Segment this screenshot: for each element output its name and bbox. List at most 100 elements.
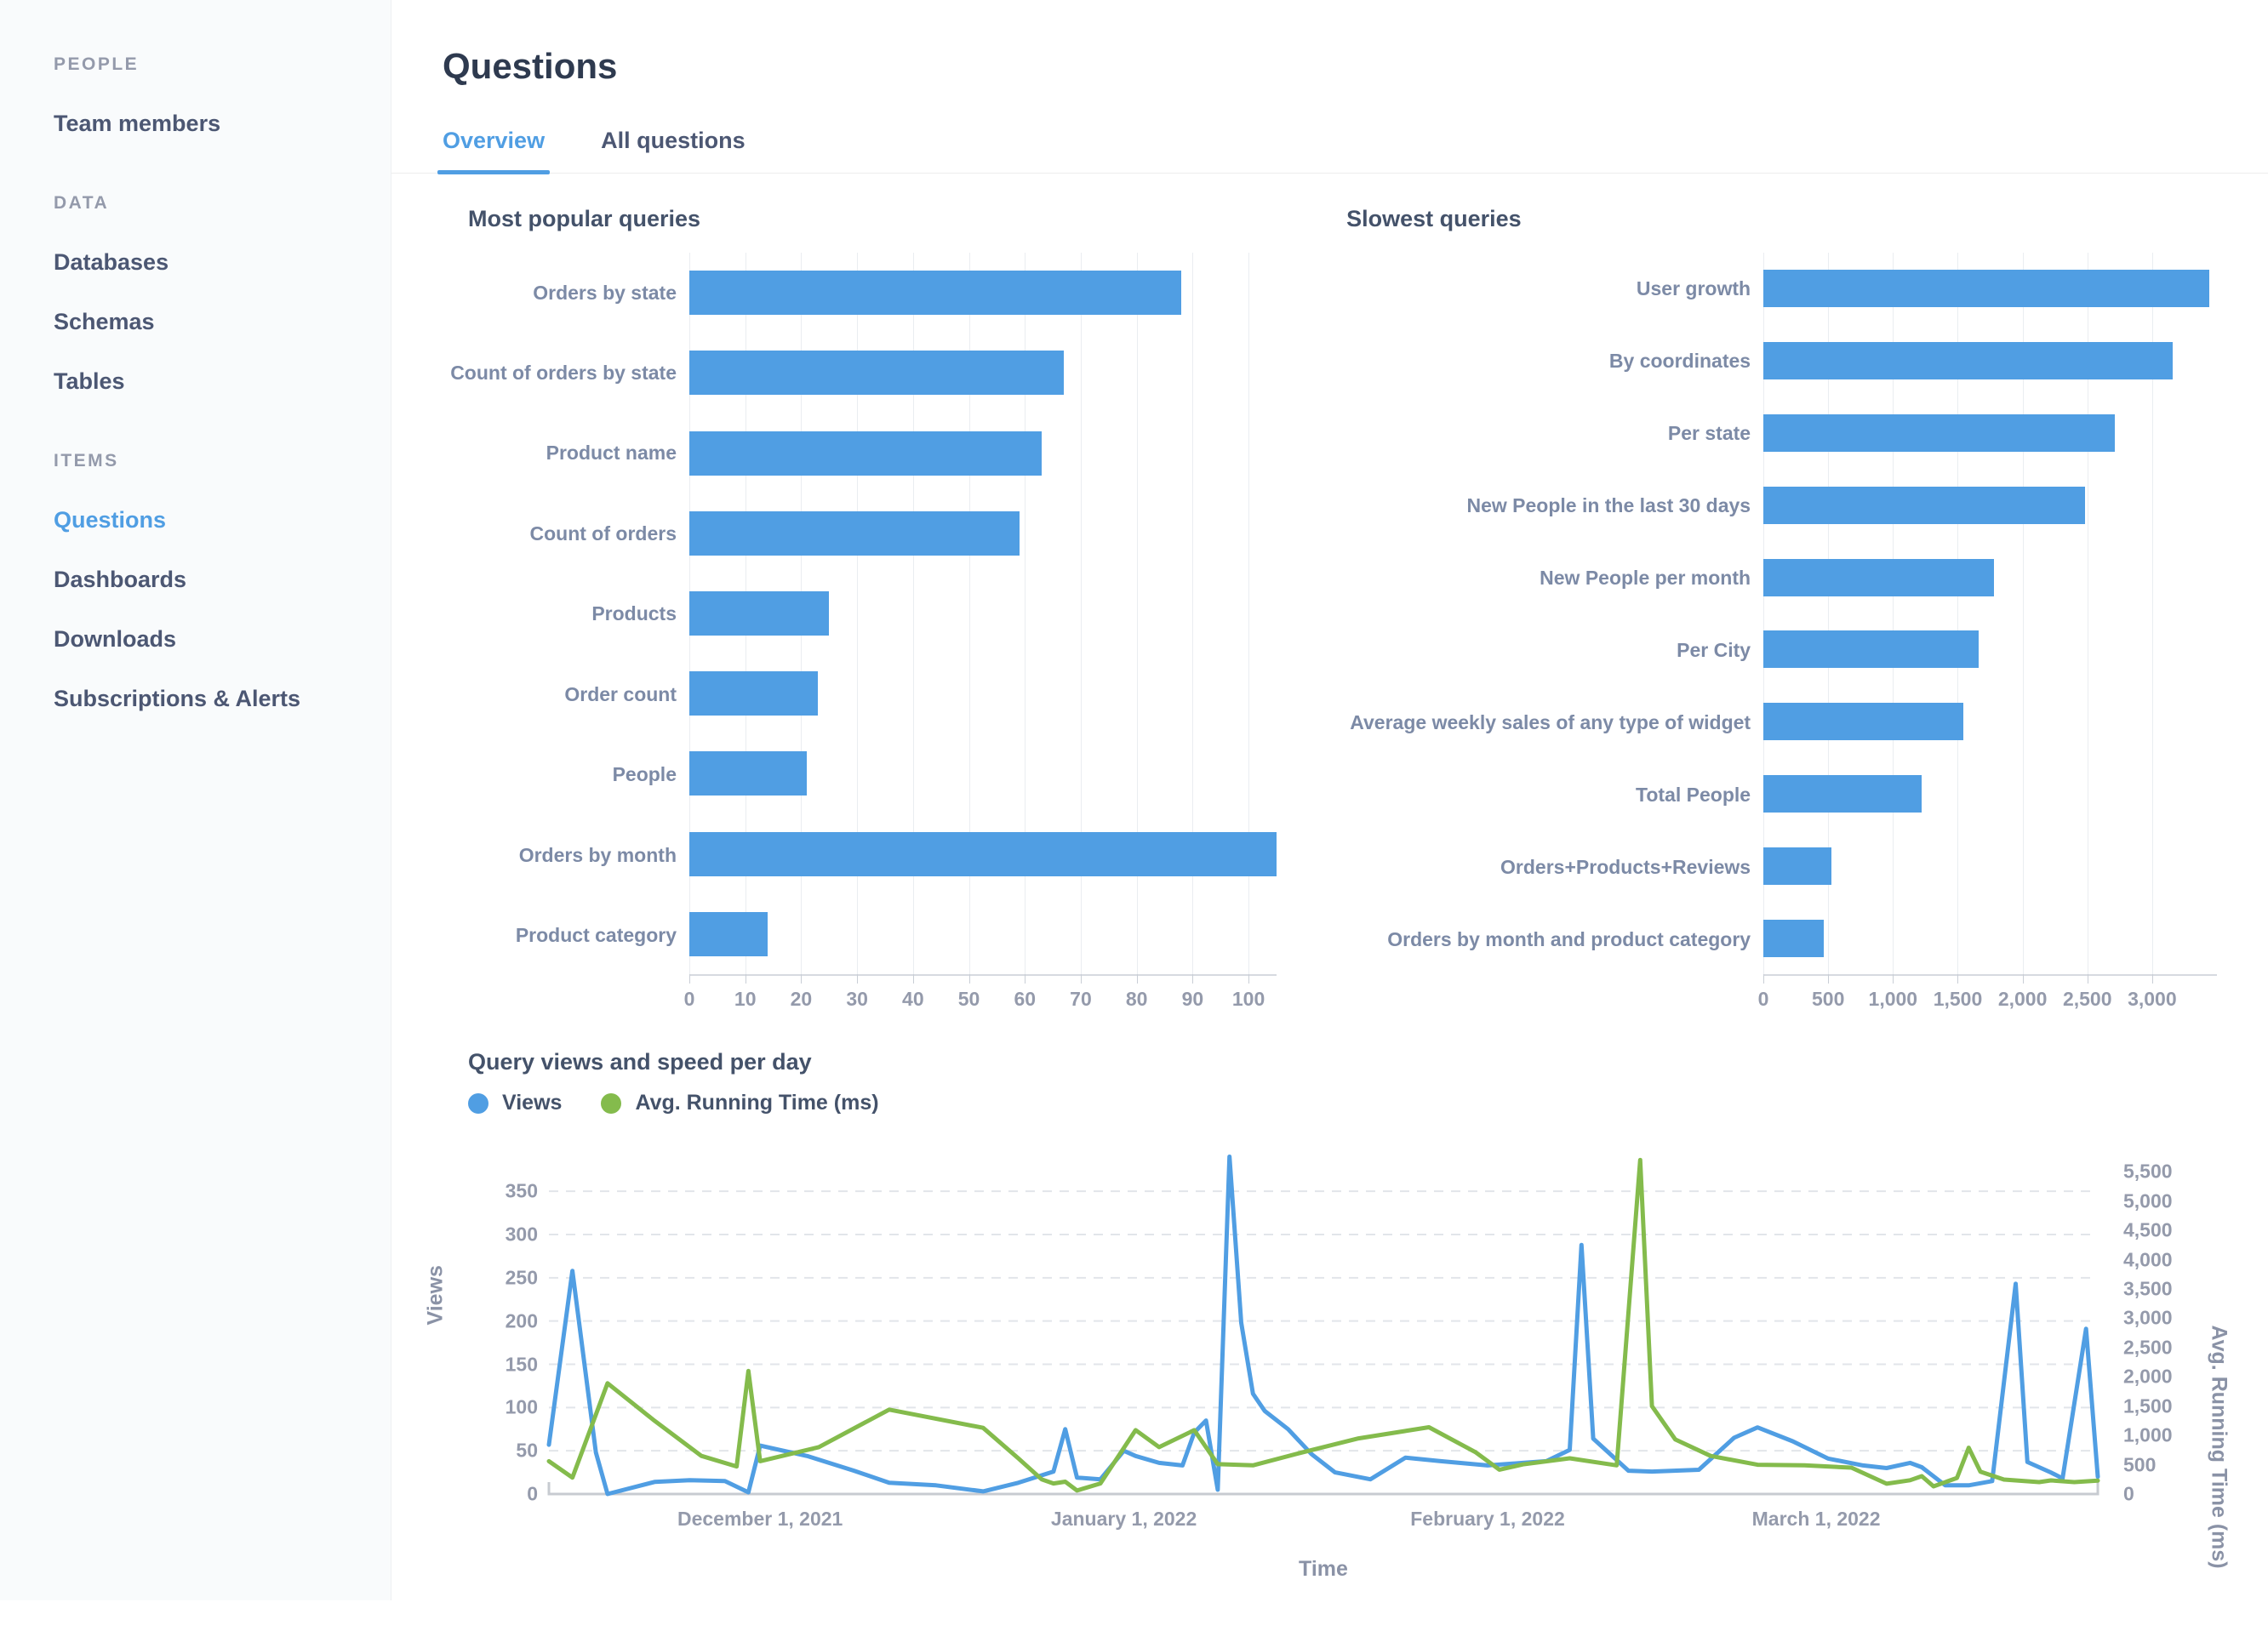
chart-title: Most popular queries xyxy=(468,206,701,231)
x-tick-label: December 1, 2021 xyxy=(677,1508,843,1530)
bar[interactable] xyxy=(689,510,1020,556)
chart-title: Slowest queries xyxy=(1346,206,1522,231)
gridline xyxy=(1763,253,1765,974)
most-popular-queries-chart: Most popular queries Orders by state Count… xyxy=(443,206,1277,1027)
bar-row xyxy=(1763,613,2217,686)
axis-tick xyxy=(968,974,970,984)
gridline xyxy=(2151,253,2153,974)
x-tick-label: 40 xyxy=(902,988,924,1010)
bar[interactable] xyxy=(1763,919,1824,957)
bar-category-label: Orders by month xyxy=(518,843,677,866)
axis-tick xyxy=(1136,974,1138,984)
sidebar-item-downloads[interactable]: Downloads xyxy=(54,626,177,653)
y-tick-label-right: 0 xyxy=(2123,1482,2134,1505)
sidebar-item-team-members[interactable]: Team members xyxy=(54,111,221,136)
y-tick-label-right: 3,000 xyxy=(2123,1306,2173,1329)
bar[interactable] xyxy=(1763,703,1963,741)
legend-item[interactable]: Views xyxy=(468,1091,562,1115)
x-tick-label: 80 xyxy=(1125,988,1148,1010)
bar[interactable] xyxy=(1763,486,2085,524)
gridline xyxy=(1136,253,1138,974)
axis-tick xyxy=(801,974,803,984)
y-tick-label-left: 50 xyxy=(516,1439,538,1462)
sidebar-item-tables[interactable]: Tables xyxy=(54,368,125,395)
x-tick-label: 0 xyxy=(1757,988,1769,1010)
line-chart-svg xyxy=(546,1155,2100,1497)
admin-sidebar: PEOPLE Team members DATA Databases Schemas Ta… xyxy=(0,0,391,1600)
sidebar-item-dashboards[interactable]: Dashboards xyxy=(54,567,187,593)
bar-row xyxy=(689,333,1277,413)
x-axis-line xyxy=(547,1482,2099,1496)
bar-row xyxy=(689,653,1277,733)
query-views-speed-chart: Query views and speed per day Views Avg. R… xyxy=(424,1049,2231,1631)
gridline xyxy=(1248,253,1250,974)
bar[interactable] xyxy=(689,671,819,716)
sidebar-item-questions[interactable]: Questions xyxy=(54,507,167,533)
bar-charts-row: Most popular queries Orders by state Count… xyxy=(443,206,2217,1027)
bar[interactable] xyxy=(1763,342,2174,380)
x-tick-label: 10 xyxy=(734,988,757,1010)
bar-row xyxy=(1763,469,2217,541)
x-tick-label: 0 xyxy=(683,988,695,1010)
bar[interactable] xyxy=(1763,774,1922,813)
bar-row xyxy=(689,573,1277,653)
legend-label: Views xyxy=(502,1091,563,1115)
sidebar-section-title: DATA xyxy=(54,193,110,214)
x-tick-label: 90 xyxy=(1181,988,1204,1010)
gridline xyxy=(2022,253,2024,974)
gridline xyxy=(912,253,914,974)
main-content: Questions Overview All questions Most po… xyxy=(391,0,2268,1600)
axis-tick xyxy=(912,974,914,984)
series-line-avg-running-time[interactable] xyxy=(546,1157,2100,1493)
bar-row xyxy=(1763,758,2217,830)
bar-category-label: Count of orders xyxy=(529,522,677,545)
bar[interactable] xyxy=(689,751,807,796)
bar[interactable] xyxy=(689,271,1182,316)
sidebar-item-subscriptions-alerts[interactable]: Subscriptions & Alerts xyxy=(54,686,301,712)
bar[interactable] xyxy=(689,911,768,956)
bar[interactable] xyxy=(1763,270,2209,308)
x-tick-label: 70 xyxy=(1070,988,1092,1010)
axis-tick xyxy=(2151,974,2153,984)
sidebar-section: PEOPLE Team members xyxy=(54,54,374,137)
bar[interactable] xyxy=(1763,630,1979,669)
bar-category-label: Total People xyxy=(1636,783,1751,806)
x-axis: 0 500 1,000 1,500 2,000 2,500 3,000 xyxy=(1321,976,2217,1027)
tab-all-questions[interactable]: All questions xyxy=(601,128,746,153)
bar[interactable] xyxy=(1763,847,1832,885)
bar-plot-area xyxy=(1763,253,2217,984)
gridline xyxy=(857,253,859,974)
bar-category-label: Count of orders by state xyxy=(450,362,677,384)
sidebar-item-databases[interactable]: Databases xyxy=(54,249,169,276)
x-tick-label: 2,000 xyxy=(1997,988,2048,1010)
bar[interactable] xyxy=(689,831,1277,876)
x-tick-label: 20 xyxy=(790,988,813,1010)
bar[interactable] xyxy=(689,431,1042,476)
x-tick-label: 3,000 xyxy=(2128,988,2177,1010)
axis-tick xyxy=(1828,974,1830,984)
bar-category-label: By coordinates xyxy=(1608,349,1751,372)
y-tick-label-left: 200 xyxy=(505,1309,538,1332)
axis-tick xyxy=(857,974,859,984)
bar[interactable] xyxy=(689,351,1065,396)
bar[interactable] xyxy=(1763,413,2115,452)
legend-item[interactable]: Avg. Running Time (ms) xyxy=(601,1091,879,1115)
bar-category-label: Product category xyxy=(515,924,677,947)
sidebar-item-schemas[interactable]: Schemas xyxy=(54,309,155,335)
line-plot-area: December 1, 2021 January 1, 2022 February … xyxy=(546,1131,2100,1581)
legend: Views Avg. Running Time (ms) xyxy=(468,1091,2217,1115)
legend-label: Avg. Running Time (ms) xyxy=(635,1091,879,1115)
bar-category-label: Orders by state xyxy=(533,281,677,304)
bar-row xyxy=(1763,325,2217,397)
y-tick-label-left: 100 xyxy=(505,1395,538,1418)
tab-overview[interactable]: Overview xyxy=(437,128,551,174)
axis-tick xyxy=(1957,974,1959,984)
bar[interactable] xyxy=(689,590,830,636)
bar[interactable] xyxy=(1763,558,1995,596)
bar-row xyxy=(1763,686,2217,758)
axis-tick xyxy=(1080,974,1082,984)
series-line-views[interactable] xyxy=(546,1155,2100,1497)
bar-row xyxy=(689,413,1277,493)
line-chart-area: December 1, 2021 January 1, 2022 February … xyxy=(424,1121,2231,1631)
x-tick-label: 100 xyxy=(1231,988,1265,1010)
